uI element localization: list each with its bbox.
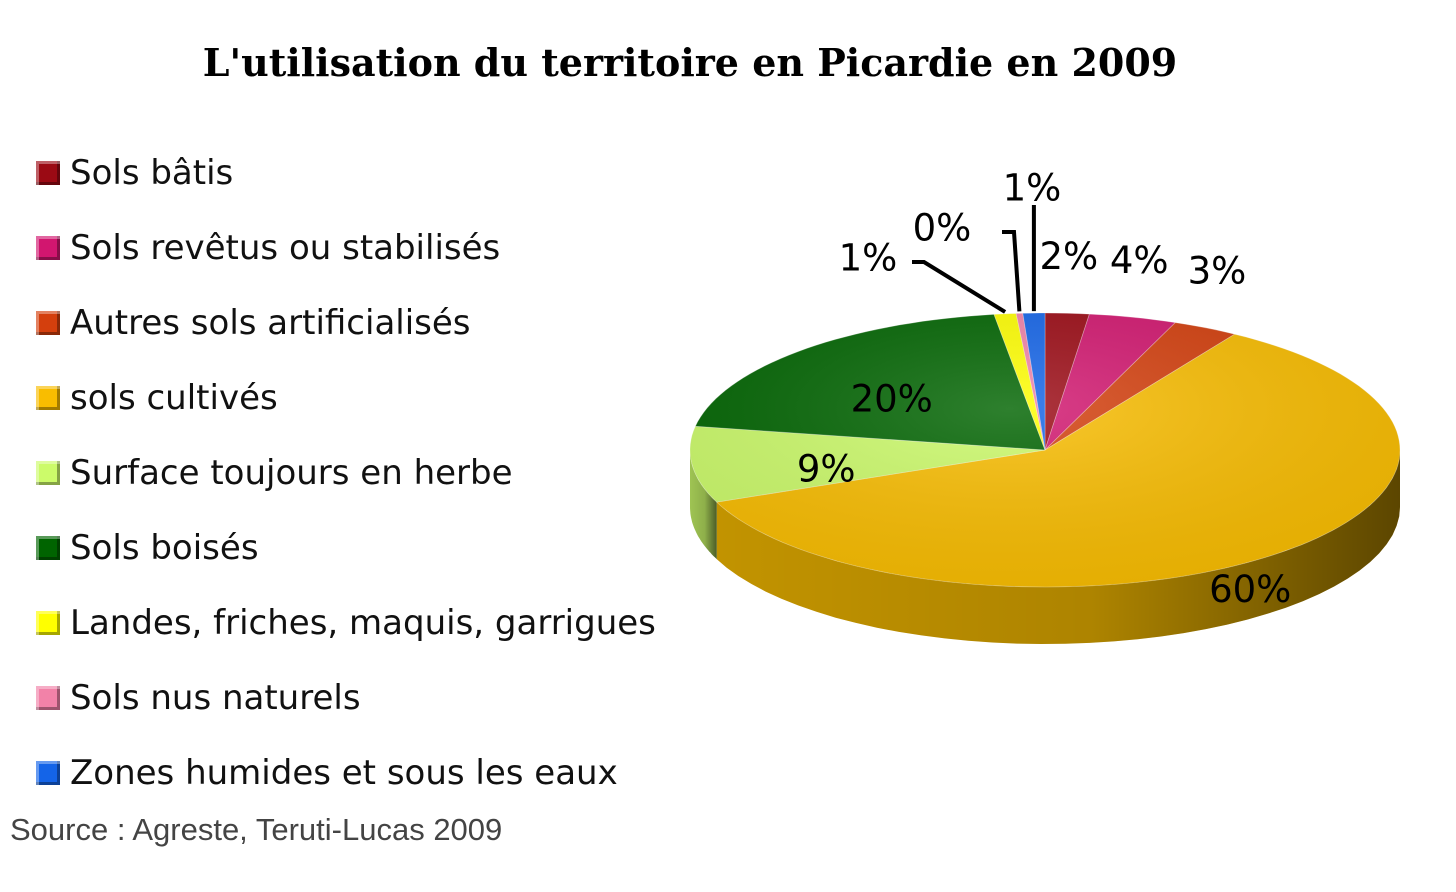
pie-label-autres-sols-artificialises: 3% (1188, 249, 1247, 292)
legend-swatch (36, 460, 60, 485)
legend-swatch (36, 685, 60, 710)
legend: Sols bâtis Sols revêtus ou stabilisés Autr… (36, 135, 656, 810)
legend-label: sols cultivés (70, 377, 278, 418)
pie-label-sols-nus-naturels: 0% (913, 207, 972, 250)
legend-item-landes-friches-maquis-garrigues: Landes, friches, maquis, garrigues (36, 585, 656, 660)
pie-label-zones-humides-et-sous-les-eaux: 1% (1003, 167, 1062, 210)
legend-item-zones-humides-et-sous-les-eaux: Zones humides et sous les eaux (36, 735, 656, 810)
legend-swatch (36, 610, 60, 635)
pie-side-shade (690, 450, 717, 560)
source-note: Source : Agreste, Teruti-Lucas 2009 (10, 812, 503, 847)
legend-label: Surface toujours en herbe (70, 452, 513, 493)
legend-label: Autres sols artificialisés (70, 302, 471, 343)
legend-item-autres-sols-artificialises: Autres sols artificialisés (36, 285, 656, 360)
leader-line (1002, 230, 1022, 312)
pie-side (690, 450, 1400, 644)
pie-label-sols-cultives: 60% (1209, 568, 1291, 611)
legend-swatch (36, 235, 60, 260)
legend-swatch (36, 535, 60, 560)
pie-top-shine (690, 313, 1400, 587)
legend-item-sols-nus-naturels: Sols nus naturels (36, 660, 656, 735)
legend-label: Sols nus naturels (70, 677, 361, 718)
legend-label: Sols bâtis (70, 152, 234, 193)
legend-item-sols-cultives: sols cultivés (36, 360, 656, 435)
legend-label: Sols boisés (70, 527, 259, 568)
legend-label: Zones humides et sous les eaux (70, 752, 618, 793)
legend-swatch (36, 385, 60, 410)
legend-swatch (36, 760, 60, 785)
legend-swatch (36, 160, 60, 185)
chart-title: L'utilisation du territoire en Picardie … (202, 40, 1178, 85)
pie-label-sols-boises: 20% (851, 378, 933, 421)
legend-swatch (36, 310, 60, 335)
pie-labels: 2% 4% 3% 60% 9% 20% 1% 0% 1% (797, 167, 1291, 611)
legend-item-sols-batis: Sols bâtis (36, 135, 656, 210)
legend-item-sols-revetus-ou-stabilises: Sols revêtus ou stabilisés (36, 210, 656, 285)
legend-item-sols-boises: Sols boisés (36, 510, 656, 585)
pie-label-sols-revetus-ou-stabilises: 4% (1110, 239, 1169, 282)
leader-line (912, 260, 1007, 314)
pie-side-shade (716, 450, 1400, 644)
legend-item-surface-toujours-en-herbe: Surface toujours en herbe (36, 435, 656, 510)
pie-label-surface-toujours-en-herbe: 9% (797, 448, 856, 491)
legend-label: Sols revêtus ou stabilisés (70, 227, 501, 268)
pie-label-landes-friches-maquis-garrigues: 1% (839, 237, 898, 280)
legend-label: Landes, friches, maquis, garrigues (70, 602, 656, 643)
pie-label-sols-batis: 2% (1039, 235, 1098, 278)
pie-top (689, 312, 1401, 588)
